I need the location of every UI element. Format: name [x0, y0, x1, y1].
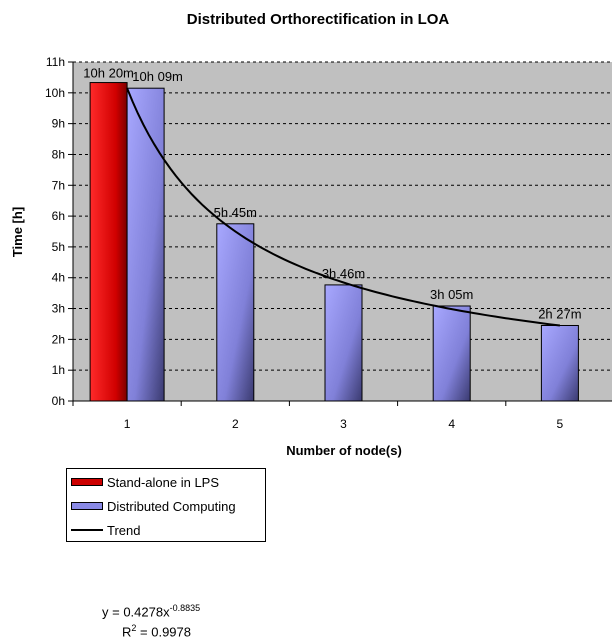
legend-label: Trend [107, 522, 141, 538]
y-axis-ticks: 0h 1h 2h 3h 4h 5h 6h 7h 8h 9h 10h 11h [45, 55, 73, 408]
legend-label: Distributed Computing [107, 498, 236, 514]
chart-title: Distributed Orthorectification in LOA [187, 11, 450, 28]
r-squared-line: R2 = 0.9978 [122, 623, 191, 640]
equation-line: y = 0.4278x-0.8835 [102, 603, 201, 620]
y-tick-label: 9h [52, 117, 65, 131]
x-tick-label: 3 [340, 417, 347, 431]
bar-distributed [540, 324, 579, 402]
y-tick-label: 2h [52, 332, 65, 346]
x-axis-title: Number of node(s) [286, 443, 402, 458]
data-label: 10h 09m [132, 69, 183, 84]
data-label: 10h 20m [83, 66, 134, 81]
bar-distributed [432, 305, 471, 402]
y-tick-label: 7h [52, 178, 65, 192]
data-label: 5h 45m [214, 205, 257, 220]
bar-standalone [89, 82, 128, 402]
legend: Stand-alone in LPS Distributed Computing… [66, 468, 266, 542]
data-label: 2h 27m [538, 306, 581, 321]
legend-item-trend: Trend [71, 520, 140, 540]
data-label: 3h 46m [322, 266, 365, 281]
trend-line [126, 87, 561, 327]
y-tick-label: 6h [52, 209, 65, 223]
y-tick-label: 0h [52, 394, 65, 408]
y-tick-label: 5h [52, 240, 65, 254]
bar-distributed [216, 223, 255, 402]
legend-label: Stand-alone in LPS [107, 474, 220, 490]
y-tick-label: 3h [52, 302, 65, 316]
y-tick-label: 4h [52, 271, 65, 285]
trend-equation: y = 0.4278x-0.8835 R2 = 0.9978 [102, 600, 200, 641]
legend-swatch-red [71, 478, 103, 486]
bar-distributed [126, 87, 165, 402]
x-tick-label: 4 [448, 417, 455, 431]
y-axis-title: Time [h] [10, 207, 25, 257]
x-tick-label: 2 [232, 417, 239, 431]
legend-item-standalone: Stand-alone in LPS [71, 472, 219, 492]
y-tick-label: 11h [46, 55, 65, 69]
legend-swatch-line [71, 529, 103, 531]
y-tick-label: 8h [52, 147, 65, 161]
legend-item-distributed: Distributed Computing [71, 496, 236, 516]
legend-swatch-blue [71, 502, 103, 510]
y-tick-label: 10h [45, 86, 65, 100]
x-tick-label: 5 [557, 417, 564, 431]
y-tick-label: 1h [52, 363, 65, 377]
x-axis-ticks: 1 2 3 4 5 [72, 401, 564, 431]
data-label: 3h 05m [430, 287, 473, 302]
bars [89, 82, 579, 402]
bar-distributed [324, 284, 363, 402]
x-tick-label: 1 [124, 417, 131, 431]
